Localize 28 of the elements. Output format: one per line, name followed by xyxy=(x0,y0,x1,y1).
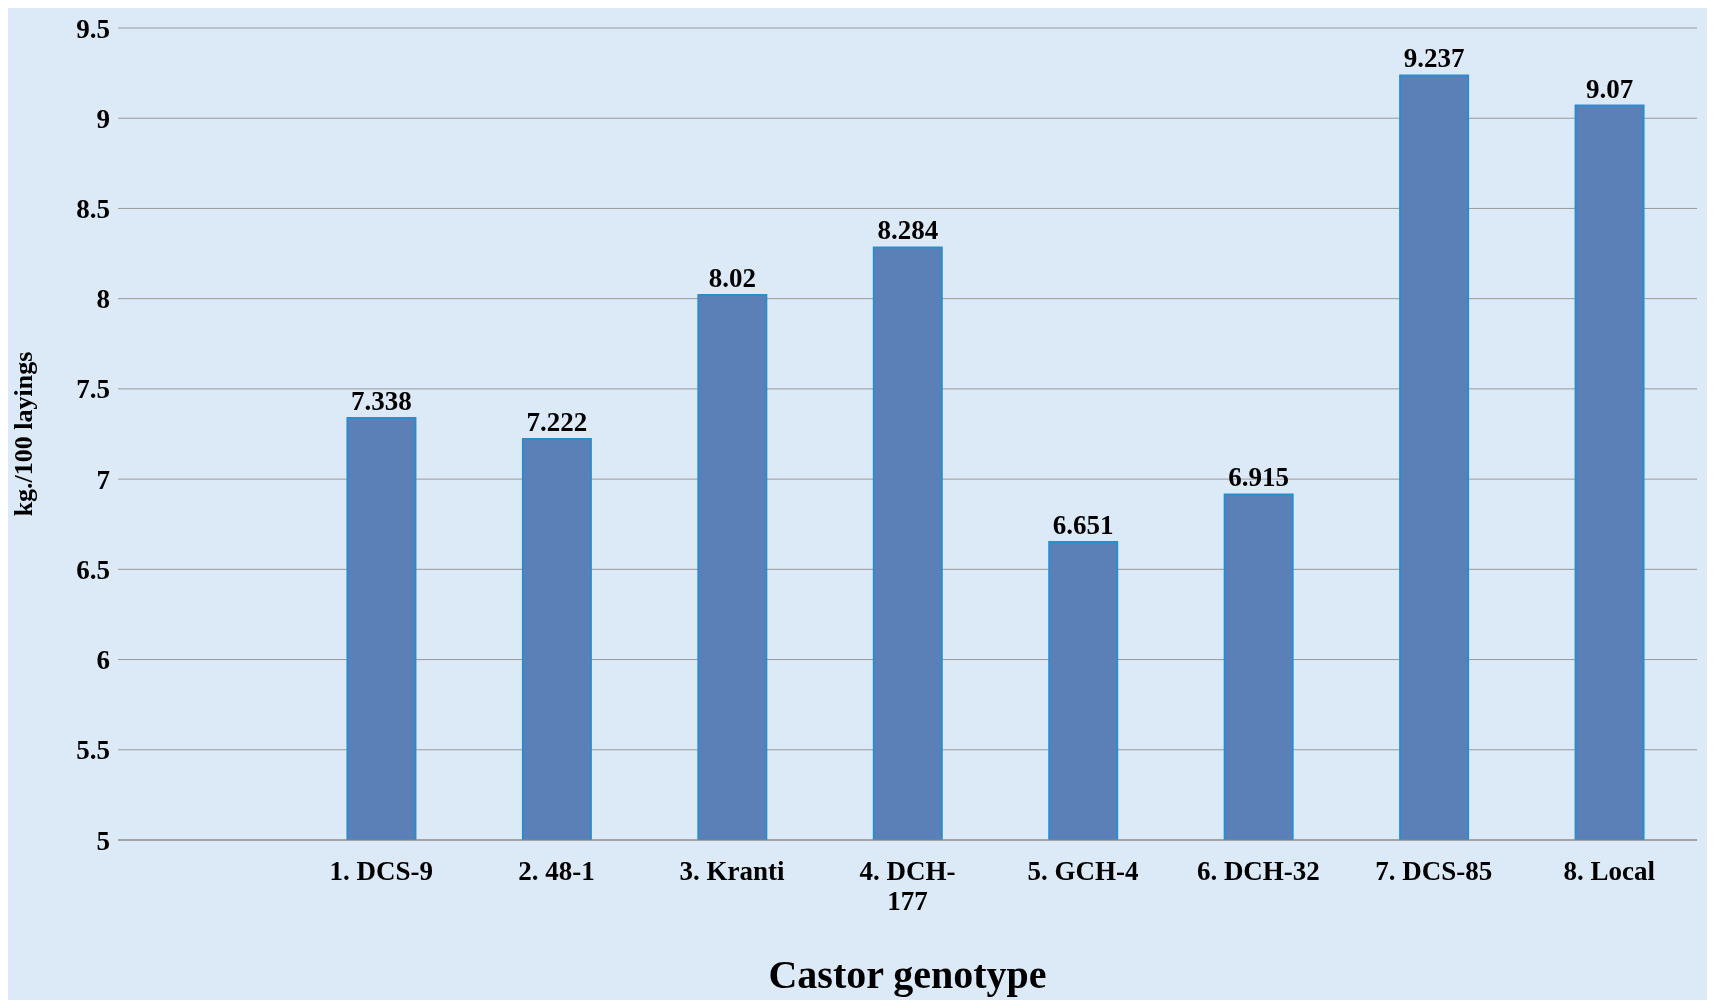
x-tick-label: 3. Kranti xyxy=(679,856,786,886)
y-tick-label: 6 xyxy=(96,645,110,676)
x-tick-label: 1. DCS-9 xyxy=(329,856,433,886)
data-label: 6.651 xyxy=(1052,510,1114,541)
x-tick-label: 2. 48-1 xyxy=(518,856,595,886)
y-tick-label: 9 xyxy=(96,103,110,134)
data-label: 6.915 xyxy=(1228,462,1290,493)
y-tick-label: 7 xyxy=(96,464,110,495)
y-tick-label: 8 xyxy=(96,284,110,315)
x-tick-label: 6. DCH-32 xyxy=(1196,856,1320,886)
data-label: 7.338 xyxy=(351,386,412,417)
data-label: 8.02 xyxy=(708,263,756,294)
y-tick-label: 5.5 xyxy=(76,735,110,766)
data-label: 7.222 xyxy=(526,407,588,438)
y-axis-title: kg./100 layings xyxy=(9,351,39,517)
y-tick-label: 6.5 xyxy=(76,554,110,585)
x-tick-label: 8. Local xyxy=(1563,856,1656,886)
data-label: 9.237 xyxy=(1403,43,1465,74)
data-label: 9.07 xyxy=(1585,73,1634,104)
x-tick-label: 5. GCH-4 xyxy=(1027,856,1139,886)
y-tick-label: 8.5 xyxy=(76,194,110,225)
x-tick-label: 7. DCS-85 xyxy=(1375,856,1493,886)
y-tick-label: 7.5 xyxy=(76,374,110,405)
data-label: 8.284 xyxy=(877,215,939,246)
y-tick-label: 5 xyxy=(96,825,110,856)
y-tick-label: 9.5 xyxy=(76,13,110,44)
x-axis-title: Castor genotype xyxy=(768,952,1047,997)
x-tick-label: 4. DCH-177 xyxy=(859,856,956,916)
